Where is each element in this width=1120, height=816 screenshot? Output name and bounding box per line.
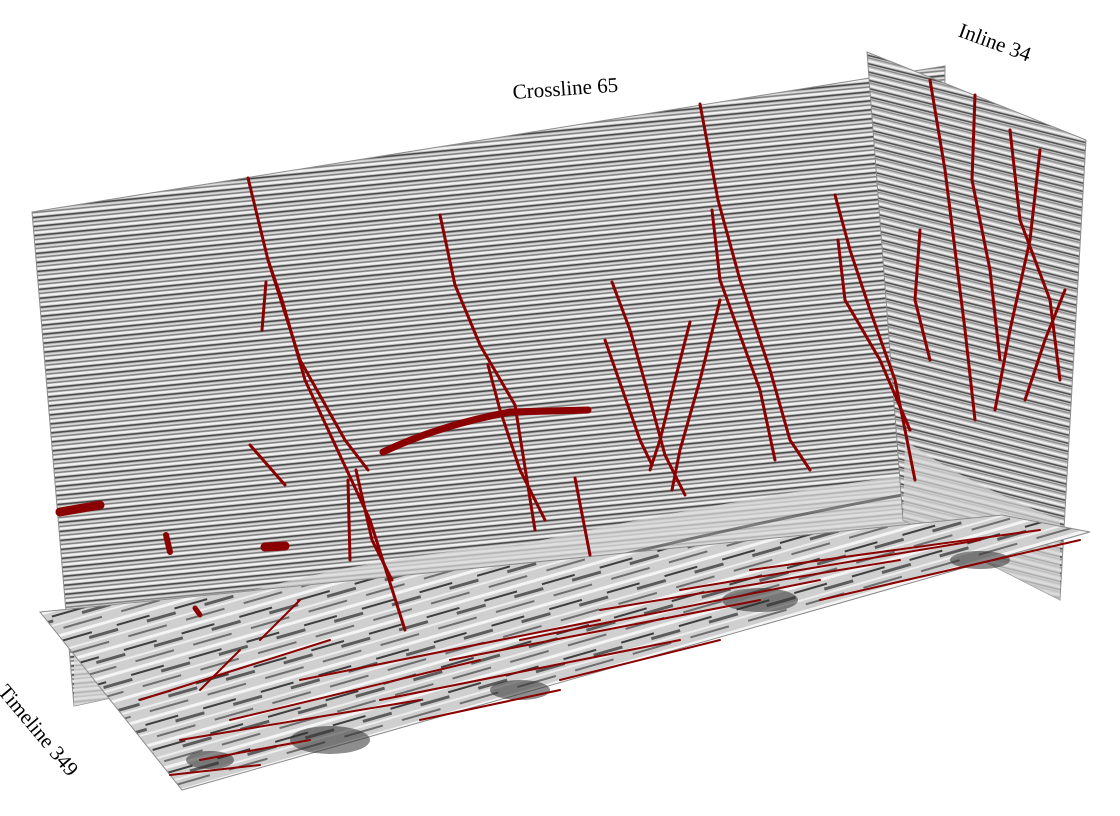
timeline-fault-traces [139,529,1081,776]
timeline-dark-patches [186,551,1010,769]
timeline-panel [40,515,1090,790]
horizon-picks [55,406,592,618]
fault-lines [246,78,1067,632]
